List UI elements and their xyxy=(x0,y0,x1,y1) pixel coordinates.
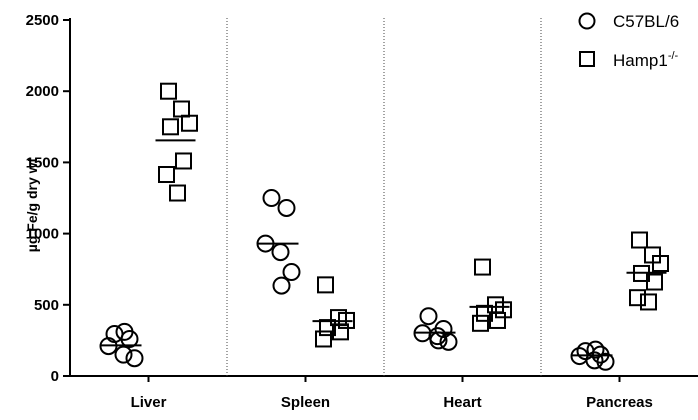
axes xyxy=(63,18,698,382)
data-point-hamp1 xyxy=(472,314,489,332)
data-point-c57bl6 xyxy=(125,349,144,368)
x-category-label: Liver xyxy=(131,394,167,411)
data-point-c57bl6 xyxy=(277,198,296,217)
data-point-hamp1 xyxy=(474,258,491,276)
data-point-hamp1 xyxy=(495,301,512,319)
data-point-hamp1 xyxy=(162,118,179,136)
x-category-label: Spleen xyxy=(281,394,330,411)
data-point-hamp1 xyxy=(646,273,663,291)
legend-marker-c57bl6 xyxy=(578,12,596,30)
data-point-hamp1 xyxy=(160,82,177,100)
data-point-c57bl6 xyxy=(586,340,605,359)
legend-label-hamp1: Hamp1-/- xyxy=(613,50,679,70)
legend-marker-hamp1 xyxy=(579,51,595,67)
data-point-hamp1 xyxy=(319,319,336,337)
legend-label-hamp1-superscript: -/- xyxy=(668,50,679,62)
data-point-hamp1 xyxy=(629,289,646,307)
data-point-hamp1 xyxy=(640,293,657,311)
data-point-c57bl6 xyxy=(596,352,615,371)
legend-label-c57bl6: C57BL/6 xyxy=(613,12,679,31)
data-point-c57bl6 xyxy=(114,345,133,364)
y-tick-label: 500 xyxy=(34,297,59,314)
y-tick-label: 2000 xyxy=(26,83,59,100)
legend-label-hamp1-main: Hamp1 xyxy=(613,51,668,70)
data-point-hamp1 xyxy=(169,184,186,202)
data-point-hamp1 xyxy=(181,114,198,132)
data-point-c57bl6 xyxy=(282,263,301,282)
data-point-c57bl6 xyxy=(262,189,281,207)
x-category-label: Pancreas xyxy=(586,394,653,411)
axis-labels: 0 500 1000 1500 2000 2500 Liver Spleen Heart Panc… xyxy=(26,12,653,411)
data-point-c57bl6 xyxy=(272,276,291,295)
data-point-c57bl6 xyxy=(419,307,438,326)
data-point-c57bl6 xyxy=(439,332,458,351)
y-tick-label: 1000 xyxy=(26,226,59,243)
data-point-c57bl6 xyxy=(115,322,134,341)
category-separators xyxy=(226,18,542,376)
data-point-hamp1 xyxy=(158,166,175,184)
data-point-hamp1 xyxy=(652,255,669,273)
legend: C57BL/6 Hamp1-/- xyxy=(578,12,679,70)
data-point-hamp1 xyxy=(332,323,349,341)
data-point-c57bl6 xyxy=(585,351,604,370)
data-point-hamp1 xyxy=(315,330,332,348)
y-tick-label: 0 xyxy=(51,368,59,385)
data-point-hamp1 xyxy=(317,276,334,294)
y-tick-label: 1500 xyxy=(26,154,59,171)
data-point-hamp1 xyxy=(173,100,190,118)
x-category-label: Heart xyxy=(443,394,481,411)
data-point-c57bl6 xyxy=(271,243,290,262)
data-point-hamp1 xyxy=(175,152,192,170)
y-axis-title: µg Fe/g dry wt xyxy=(24,157,40,252)
y-tick-label: 2500 xyxy=(26,12,59,29)
mean-lines xyxy=(101,139,667,357)
data-point-hamp1 xyxy=(631,231,648,249)
data-point-hamp1 xyxy=(489,311,506,329)
